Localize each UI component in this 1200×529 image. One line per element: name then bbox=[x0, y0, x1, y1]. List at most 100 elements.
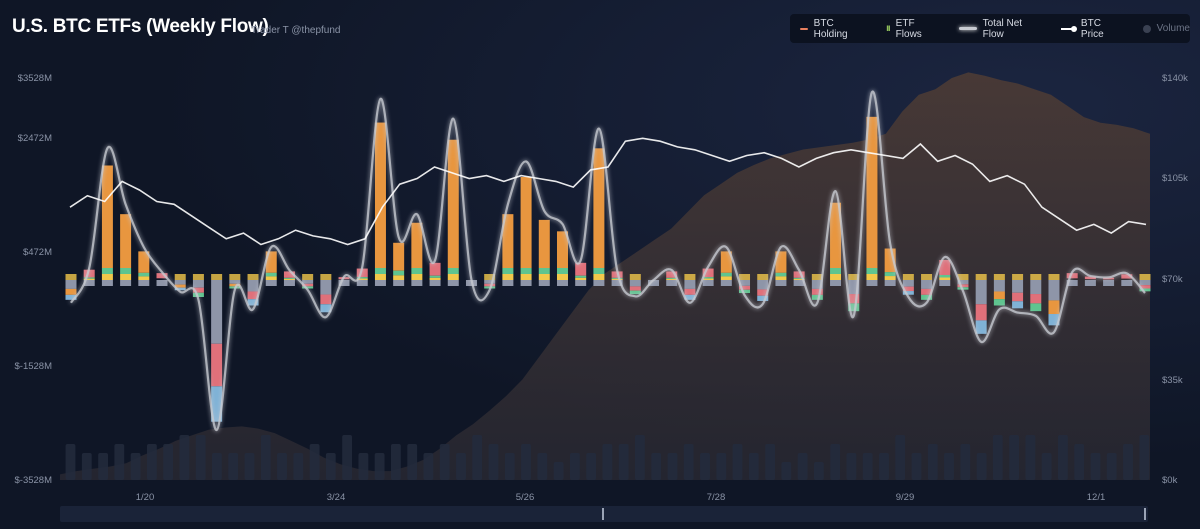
y-left-tick-label: $-1528M bbox=[15, 361, 53, 372]
etf-flow-segment bbox=[1066, 273, 1078, 279]
etf-flow-segment bbox=[811, 288, 823, 295]
volume-bar bbox=[488, 444, 499, 480]
etf-flow-segment bbox=[1012, 301, 1024, 309]
volume-bar bbox=[407, 444, 418, 480]
etf-flow-bar bbox=[229, 274, 241, 289]
etf-flow-bar bbox=[1030, 274, 1042, 312]
etf-flow-segment bbox=[757, 280, 769, 290]
etf-flow-segment bbox=[393, 242, 405, 271]
etf-flow-segment bbox=[684, 274, 696, 280]
etf-flow-segment bbox=[1103, 280, 1115, 286]
etf-flow-segment bbox=[83, 280, 95, 286]
y-right-tick-label: $140k bbox=[1162, 73, 1188, 84]
etf-flow-segment bbox=[830, 274, 842, 280]
etf-flow-segment bbox=[884, 280, 896, 286]
legend-item-btc-price[interactable]: BTC Price bbox=[1061, 18, 1124, 40]
etf-flow-segment bbox=[975, 320, 987, 334]
etf-flow-segment bbox=[393, 275, 405, 280]
etf-flow-segment bbox=[684, 288, 696, 295]
etf-flow-segment bbox=[101, 165, 113, 268]
volume-legend-icon bbox=[1142, 24, 1151, 33]
etf-flow-bar bbox=[629, 274, 641, 295]
etf-flow-segment bbox=[593, 274, 605, 280]
etf-flow-segment bbox=[811, 294, 823, 300]
volume-bar bbox=[65, 444, 76, 480]
etf-flow-segment bbox=[1121, 280, 1133, 286]
volume-bar bbox=[374, 453, 385, 480]
etf-flow-segment bbox=[65, 274, 77, 280]
etf-flow-segment bbox=[229, 280, 241, 284]
etf-flow-segment bbox=[538, 219, 550, 268]
volume-bar bbox=[277, 453, 287, 480]
etf-flow-segment bbox=[302, 274, 314, 280]
range-scrollbar[interactable] bbox=[60, 506, 1148, 522]
etf-flow-segment bbox=[174, 280, 186, 285]
range-handle-left[interactable] bbox=[602, 508, 604, 520]
etf-flow-segment bbox=[447, 280, 459, 286]
etf-flow-segment bbox=[720, 272, 732, 277]
volume-bar bbox=[1090, 453, 1101, 480]
etf-flow-segment bbox=[374, 280, 386, 286]
etf-flow-segment bbox=[302, 283, 314, 287]
etf-flow-segment bbox=[720, 251, 732, 273]
etf-flow-segment bbox=[429, 277, 441, 280]
volume-bar bbox=[830, 444, 841, 480]
etf-flow-segment bbox=[302, 280, 314, 284]
volume-bar bbox=[553, 462, 564, 480]
y-left-tick-label: $472M bbox=[23, 247, 52, 258]
y-right-tick-label: $0k bbox=[1162, 475, 1178, 486]
etf-flow-segment bbox=[411, 222, 423, 268]
etf-flow-segment bbox=[265, 251, 277, 273]
etf-flow-segment bbox=[556, 231, 568, 268]
etf-flow-segment bbox=[302, 286, 314, 289]
etf-flow-segment bbox=[192, 274, 204, 280]
etf-flow-segment bbox=[957, 280, 969, 285]
etf-flow-bar bbox=[739, 274, 751, 294]
etf-flow-segment bbox=[975, 280, 987, 305]
x-tick-label: 12/1 bbox=[1087, 492, 1106, 503]
etf-flow-segment bbox=[520, 274, 532, 280]
etf-flow-bar bbox=[320, 274, 332, 313]
etf-flow-segment bbox=[283, 278, 295, 280]
etf-flow-segment bbox=[957, 284, 969, 288]
etf-flow-segment bbox=[575, 275, 587, 278]
etf-flow-segment bbox=[538, 268, 550, 274]
total-net-flow-line bbox=[70, 90, 1146, 432]
etf-flow-segment bbox=[538, 280, 550, 286]
volume-bar bbox=[358, 453, 369, 480]
volume-bar bbox=[228, 453, 239, 480]
etf-flow-segment bbox=[1030, 294, 1042, 304]
etf-flow-bar bbox=[156, 273, 168, 286]
etf-flow-segment bbox=[247, 299, 259, 306]
etf-flow-segment bbox=[538, 274, 550, 280]
page-title: U.S. BTC ETFs (Weekly Flow) bbox=[12, 16, 269, 37]
etf-flow-segment bbox=[884, 248, 896, 273]
x-tick-label: 1/20 bbox=[136, 492, 155, 503]
volume-bar bbox=[472, 435, 483, 480]
etf-flow-segment bbox=[374, 122, 386, 268]
etf-flow-segment bbox=[447, 274, 459, 280]
etf-flow-segment bbox=[902, 291, 914, 295]
x-tick-label: 9/29 bbox=[896, 492, 915, 503]
x-tick-label: 3/24 bbox=[327, 492, 346, 503]
etf-flow-bar bbox=[101, 165, 113, 286]
legend-item-volume[interactable]: Volume bbox=[1142, 23, 1190, 34]
range-handle-right[interactable] bbox=[1144, 508, 1146, 520]
etf-flow-segment bbox=[1030, 274, 1042, 280]
legend-item-total-net-flow[interactable]: Total Net Flow bbox=[959, 18, 1043, 40]
etf-flow-segment bbox=[848, 303, 860, 312]
volume-bar bbox=[846, 453, 857, 480]
etf-flow-segment bbox=[265, 280, 277, 286]
volume-bar bbox=[521, 444, 531, 480]
legend-item-btc-holding[interactable]: BTC Holding bbox=[800, 18, 868, 40]
etf-flow-segment bbox=[1012, 274, 1024, 280]
etf-flow-bar bbox=[811, 274, 823, 300]
etf-flow-segment bbox=[520, 280, 532, 286]
etf-flow-bar bbox=[211, 274, 223, 422]
etf-flow-segment bbox=[484, 274, 496, 280]
etf-flow-segment bbox=[502, 280, 514, 286]
legend-item-etf-flows[interactable]: ıı ETF Flows bbox=[886, 18, 941, 40]
y-right-tick-label: $35k bbox=[1162, 375, 1183, 386]
volume-bar bbox=[147, 444, 157, 480]
etf-flow-segment bbox=[684, 294, 696, 300]
